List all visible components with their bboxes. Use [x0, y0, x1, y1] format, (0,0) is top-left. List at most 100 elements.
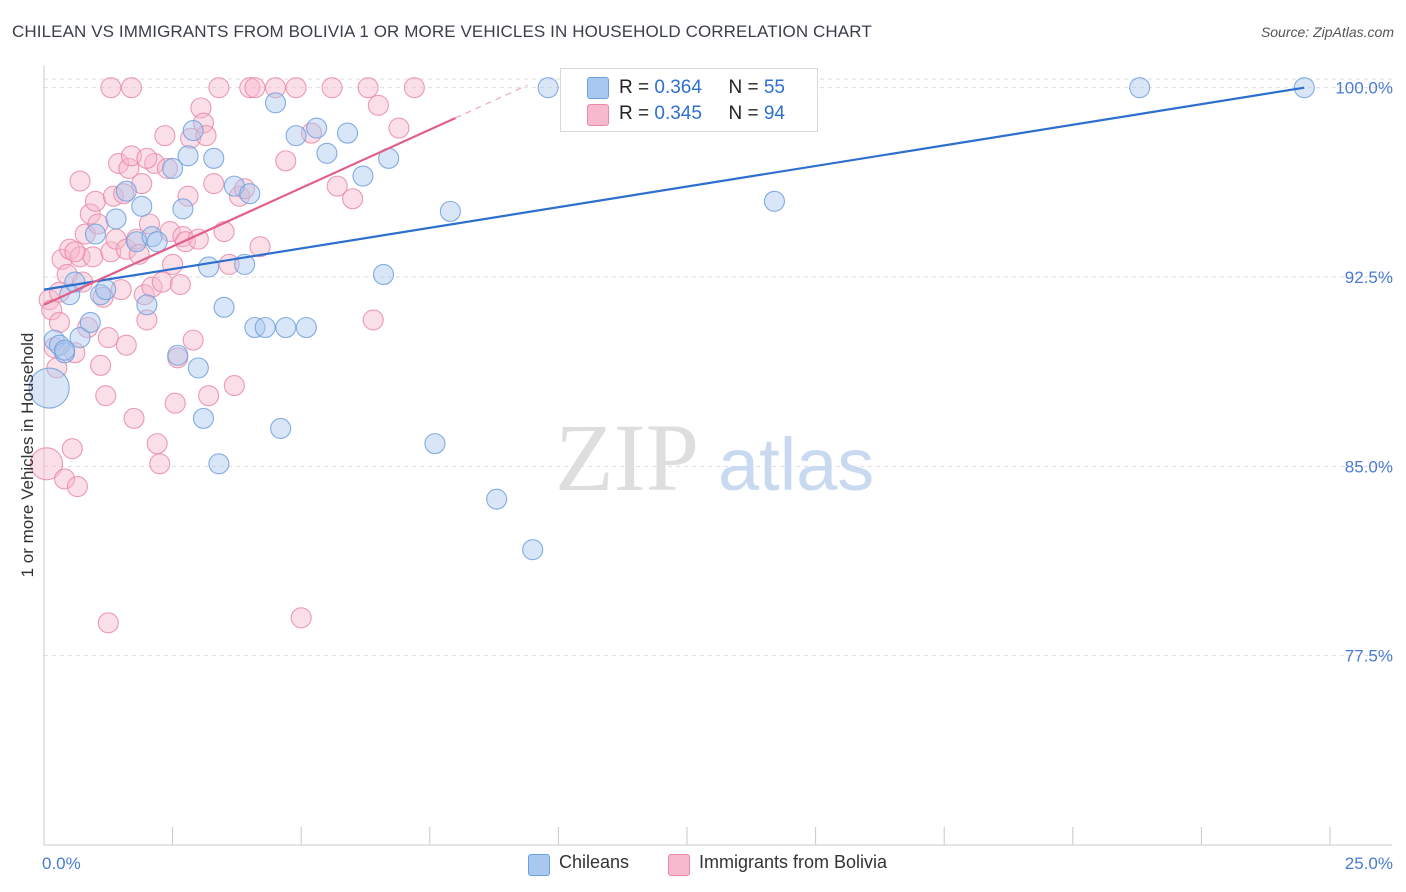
point-bolivia	[326, 175, 348, 197]
point-bolivia	[149, 453, 171, 475]
point-chileans	[254, 316, 276, 339]
point-chileans	[316, 142, 338, 164]
point-chileans	[424, 433, 446, 455]
point-bolivia	[110, 279, 132, 301]
legend-label-bolivia: Immigrants from Bolivia	[699, 852, 888, 872]
point-chileans	[336, 122, 359, 144]
point-bolivia	[136, 147, 158, 169]
gridlines	[44, 78, 1392, 657]
point-bolivia	[108, 152, 130, 174]
correlation-legend: R = 0.364 N = 55 R = 0.345 N = 94	[560, 68, 818, 132]
point-bolivia	[213, 221, 235, 243]
point-bolivia	[97, 612, 119, 634]
point-bolivia	[102, 185, 124, 207]
point-chileans	[69, 327, 91, 349]
point-bolivia	[120, 145, 142, 167]
point-chileans	[223, 175, 245, 197]
point-bolivia	[285, 77, 307, 99]
point-chileans	[537, 77, 559, 99]
point-bolivia	[244, 77, 266, 99]
point-chileans	[146, 231, 168, 253]
point-chileans	[213, 296, 235, 318]
point-bolivia	[203, 173, 225, 195]
point-chileans	[270, 417, 292, 440]
legend-r-value: 0.345	[654, 103, 702, 124]
point-bolivia	[290, 607, 312, 629]
point-chileans	[172, 198, 194, 220]
point-chileans	[162, 157, 184, 180]
point-chileans	[239, 183, 261, 205]
point-bolivia	[388, 117, 410, 139]
point-bolivia	[100, 241, 122, 263]
series-bolivia-points	[30, 77, 425, 634]
point-chileans	[115, 180, 137, 202]
point-bolivia	[162, 253, 184, 275]
watermark-zip: ZIP	[555, 404, 699, 511]
point-chileans	[208, 453, 230, 475]
point-bolivia	[164, 392, 186, 414]
point-chileans	[177, 145, 199, 167]
chart-title: CHILEAN VS IMMIGRANTS FROM BOLIVIA 1 OR …	[12, 22, 872, 41]
y-tick-label: 100.0%	[1335, 79, 1393, 98]
point-chileans	[79, 311, 101, 333]
point-bolivia	[321, 77, 343, 99]
point-bolivia	[182, 329, 204, 351]
point-bolivia	[362, 309, 384, 331]
point-bolivia	[195, 125, 217, 147]
point-chileans	[182, 120, 204, 142]
point-chileans	[187, 357, 209, 379]
tick-labels: 100.0% 92.5% 85.0% 77.5% 0.0% 25.0%	[42, 79, 1393, 873]
legend-n-value: 94	[763, 103, 785, 124]
point-bolivia	[118, 157, 140, 180]
y-axis-label: 1 or more Vehicles in Household	[18, 333, 37, 578]
x-tick-label: 0.0%	[42, 854, 81, 873]
point-bolivia	[367, 94, 389, 116]
point-bolivia	[177, 185, 199, 207]
point-chileans	[275, 316, 297, 339]
point-bolivia	[151, 271, 173, 293]
series-legend: Chileans Immigrants from Bolivia	[0, 852, 1406, 878]
point-chileans	[372, 263, 395, 286]
point-bolivia	[275, 150, 297, 172]
point-bolivia	[30, 447, 64, 481]
watermark-atlas: atlas	[718, 423, 874, 506]
legend-n-value: 55	[763, 77, 785, 98]
trend-line-chileans	[43, 86, 1305, 291]
point-bolivia	[239, 77, 261, 99]
legend-n-label: N =	[728, 77, 764, 98]
point-bolivia	[264, 77, 287, 99]
point-bolivia	[100, 77, 122, 99]
point-chileans	[28, 367, 70, 409]
point-bolivia	[41, 299, 63, 321]
point-bolivia	[249, 236, 271, 258]
y-tick-label: 92.5%	[1345, 268, 1393, 287]
point-bolivia	[90, 354, 112, 376]
legend-swatch-bolivia	[587, 104, 609, 126]
legend-label-chileans: Chileans	[559, 852, 630, 872]
legend-swatch-chileans	[587, 77, 609, 99]
trend-line-bolivia	[43, 116, 456, 306]
point-bolivia	[136, 309, 158, 331]
legend-r-label: R =	[619, 77, 655, 98]
trend-lines	[43, 84, 1305, 306]
point-bolivia	[138, 213, 161, 235]
legend-swatch-bolivia	[668, 854, 690, 876]
point-bolivia	[156, 157, 179, 180]
point-chileans	[486, 488, 508, 510]
point-bolivia	[131, 173, 153, 195]
point-chileans	[264, 92, 287, 114]
y-tick-label: 77.5%	[1345, 647, 1393, 666]
point-bolivia	[198, 385, 220, 407]
legend-r-value: 0.364	[654, 77, 702, 98]
point-bolivia	[69, 170, 91, 192]
point-bolivia	[82, 246, 104, 268]
point-bolivia	[208, 77, 230, 99]
point-chileans	[352, 165, 374, 187]
point-chileans	[64, 271, 86, 293]
point-bolivia	[115, 334, 137, 356]
trend-line-bolivia-extension	[455, 84, 528, 119]
legend-row-bolivia: R = 0.345 N = 94	[619, 103, 785, 125]
point-bolivia	[84, 190, 106, 212]
legend-swatch-chileans	[528, 854, 550, 876]
